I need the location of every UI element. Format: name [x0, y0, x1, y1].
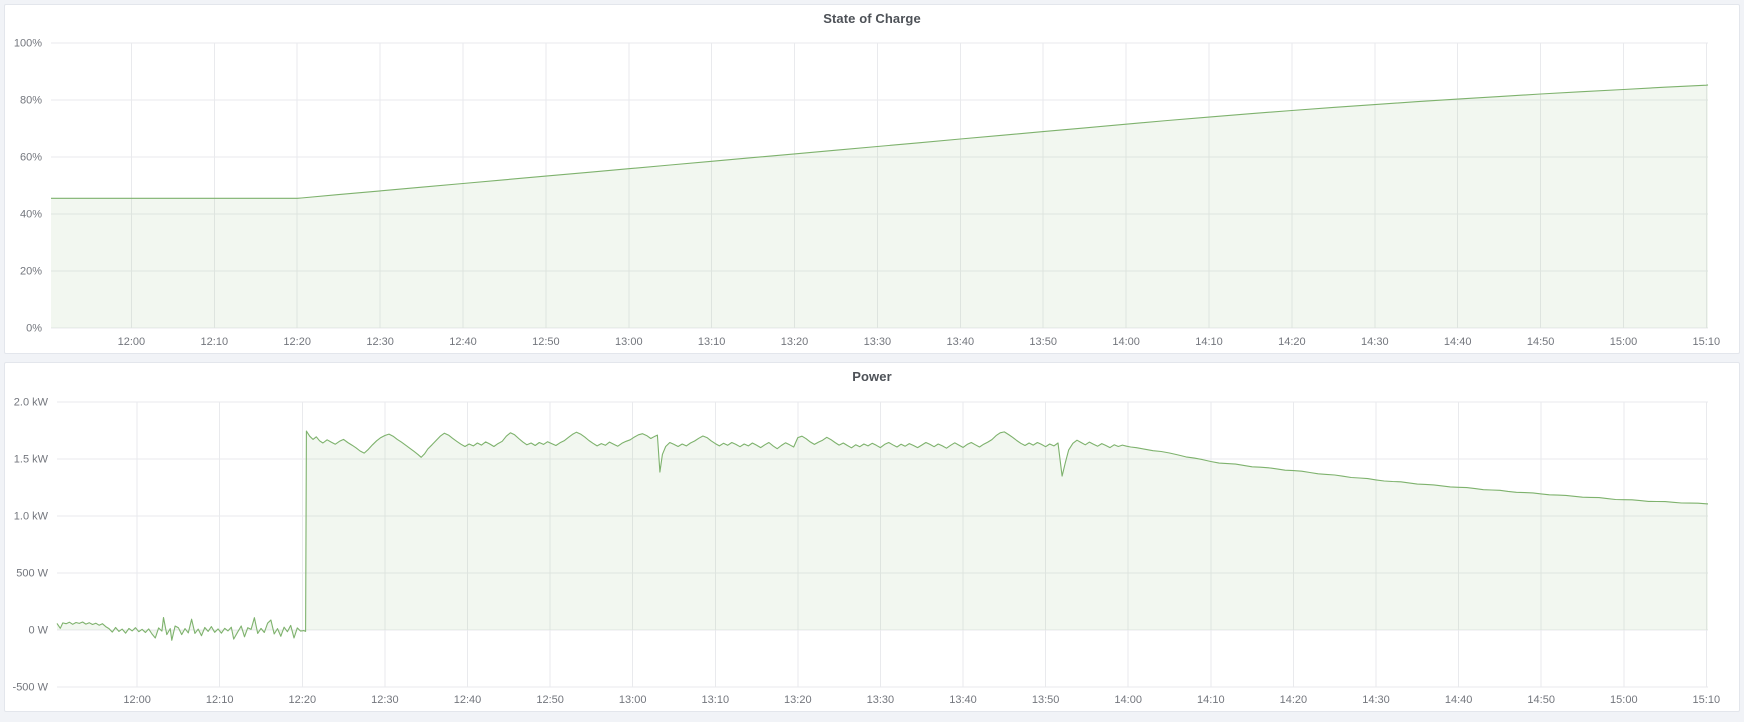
svg-text:12:20: 12:20	[289, 694, 317, 706]
svg-text:13:40: 13:40	[949, 694, 977, 706]
svg-text:12:30: 12:30	[366, 336, 394, 348]
svg-text:14:10: 14:10	[1195, 336, 1223, 348]
svg-text:12:10: 12:10	[206, 694, 234, 706]
svg-text:14:10: 14:10	[1197, 694, 1225, 706]
svg-text:14:20: 14:20	[1280, 694, 1308, 706]
svg-text:0 W: 0 W	[28, 625, 48, 637]
power-chart[interactable]: -500 W 0 W 500 W 1.0 kW 1.5 kW 2.0 kW 12:00 12:…	[5, 391, 1739, 711]
svg-text:12:50: 12:50	[536, 694, 564, 706]
svg-text:15:10: 15:10	[1693, 336, 1721, 348]
svg-text:1.0 kW: 1.0 kW	[14, 511, 49, 523]
svg-text:12:30: 12:30	[371, 694, 399, 706]
svg-text:14:00: 14:00	[1114, 694, 1142, 706]
svg-text:14:30: 14:30	[1361, 336, 1389, 348]
svg-text:-500 W: -500 W	[13, 682, 49, 694]
svg-text:0%: 0%	[26, 323, 42, 335]
soc-panel: State of Charge 0% 20% 40% 60% 80% 100% 12:00 1…	[4, 4, 1740, 354]
svg-text:13:20: 13:20	[784, 694, 812, 706]
power-panel-title[interactable]: Power	[852, 369, 892, 384]
svg-text:14:40: 14:40	[1445, 694, 1473, 706]
svg-text:13:10: 13:10	[698, 336, 726, 348]
svg-text:500 W: 500 W	[16, 568, 48, 580]
svg-text:14:20: 14:20	[1278, 336, 1306, 348]
svg-text:14:00: 14:00	[1112, 336, 1140, 348]
svg-text:15:00: 15:00	[1610, 694, 1638, 706]
soc-chart[interactable]: 0% 20% 40% 60% 80% 100% 12:00 12:10 12:20 12:30 12…	[5, 33, 1739, 353]
svg-text:13:50: 13:50	[1029, 336, 1057, 348]
svg-text:40%: 40%	[20, 209, 42, 221]
svg-text:13:30: 13:30	[864, 336, 892, 348]
svg-text:13:20: 13:20	[781, 336, 809, 348]
svg-text:80%: 80%	[20, 95, 42, 107]
svg-text:15:00: 15:00	[1610, 336, 1638, 348]
power-panel: Power -500 W 0 W 500 W 1.0 kW 1.5 kW 2.0 kW 12…	[4, 362, 1740, 712]
svg-text:12:40: 12:40	[449, 336, 477, 348]
svg-text:12:10: 12:10	[201, 336, 229, 348]
svg-text:12:50: 12:50	[532, 336, 560, 348]
svg-text:2.0 kW: 2.0 kW	[14, 397, 49, 409]
svg-text:12:40: 12:40	[454, 694, 482, 706]
svg-text:60%: 60%	[20, 152, 42, 164]
svg-text:13:10: 13:10	[702, 694, 730, 706]
svg-text:14:30: 14:30	[1362, 694, 1390, 706]
svg-text:1.5 kW: 1.5 kW	[14, 454, 49, 466]
svg-text:13:40: 13:40	[947, 336, 975, 348]
svg-text:20%: 20%	[20, 266, 42, 278]
svg-text:12:00: 12:00	[123, 694, 151, 706]
svg-text:13:30: 13:30	[867, 694, 895, 706]
svg-text:13:50: 13:50	[1032, 694, 1060, 706]
svg-text:13:00: 13:00	[615, 336, 643, 348]
svg-text:12:20: 12:20	[283, 336, 311, 348]
svg-text:13:00: 13:00	[619, 694, 647, 706]
svg-text:15:10: 15:10	[1693, 694, 1721, 706]
svg-text:14:50: 14:50	[1527, 336, 1555, 348]
svg-text:12:00: 12:00	[118, 336, 146, 348]
soc-panel-title[interactable]: State of Charge	[823, 11, 921, 26]
svg-text:100%: 100%	[14, 38, 42, 50]
svg-text:14:40: 14:40	[1444, 336, 1472, 348]
svg-text:14:50: 14:50	[1527, 694, 1555, 706]
